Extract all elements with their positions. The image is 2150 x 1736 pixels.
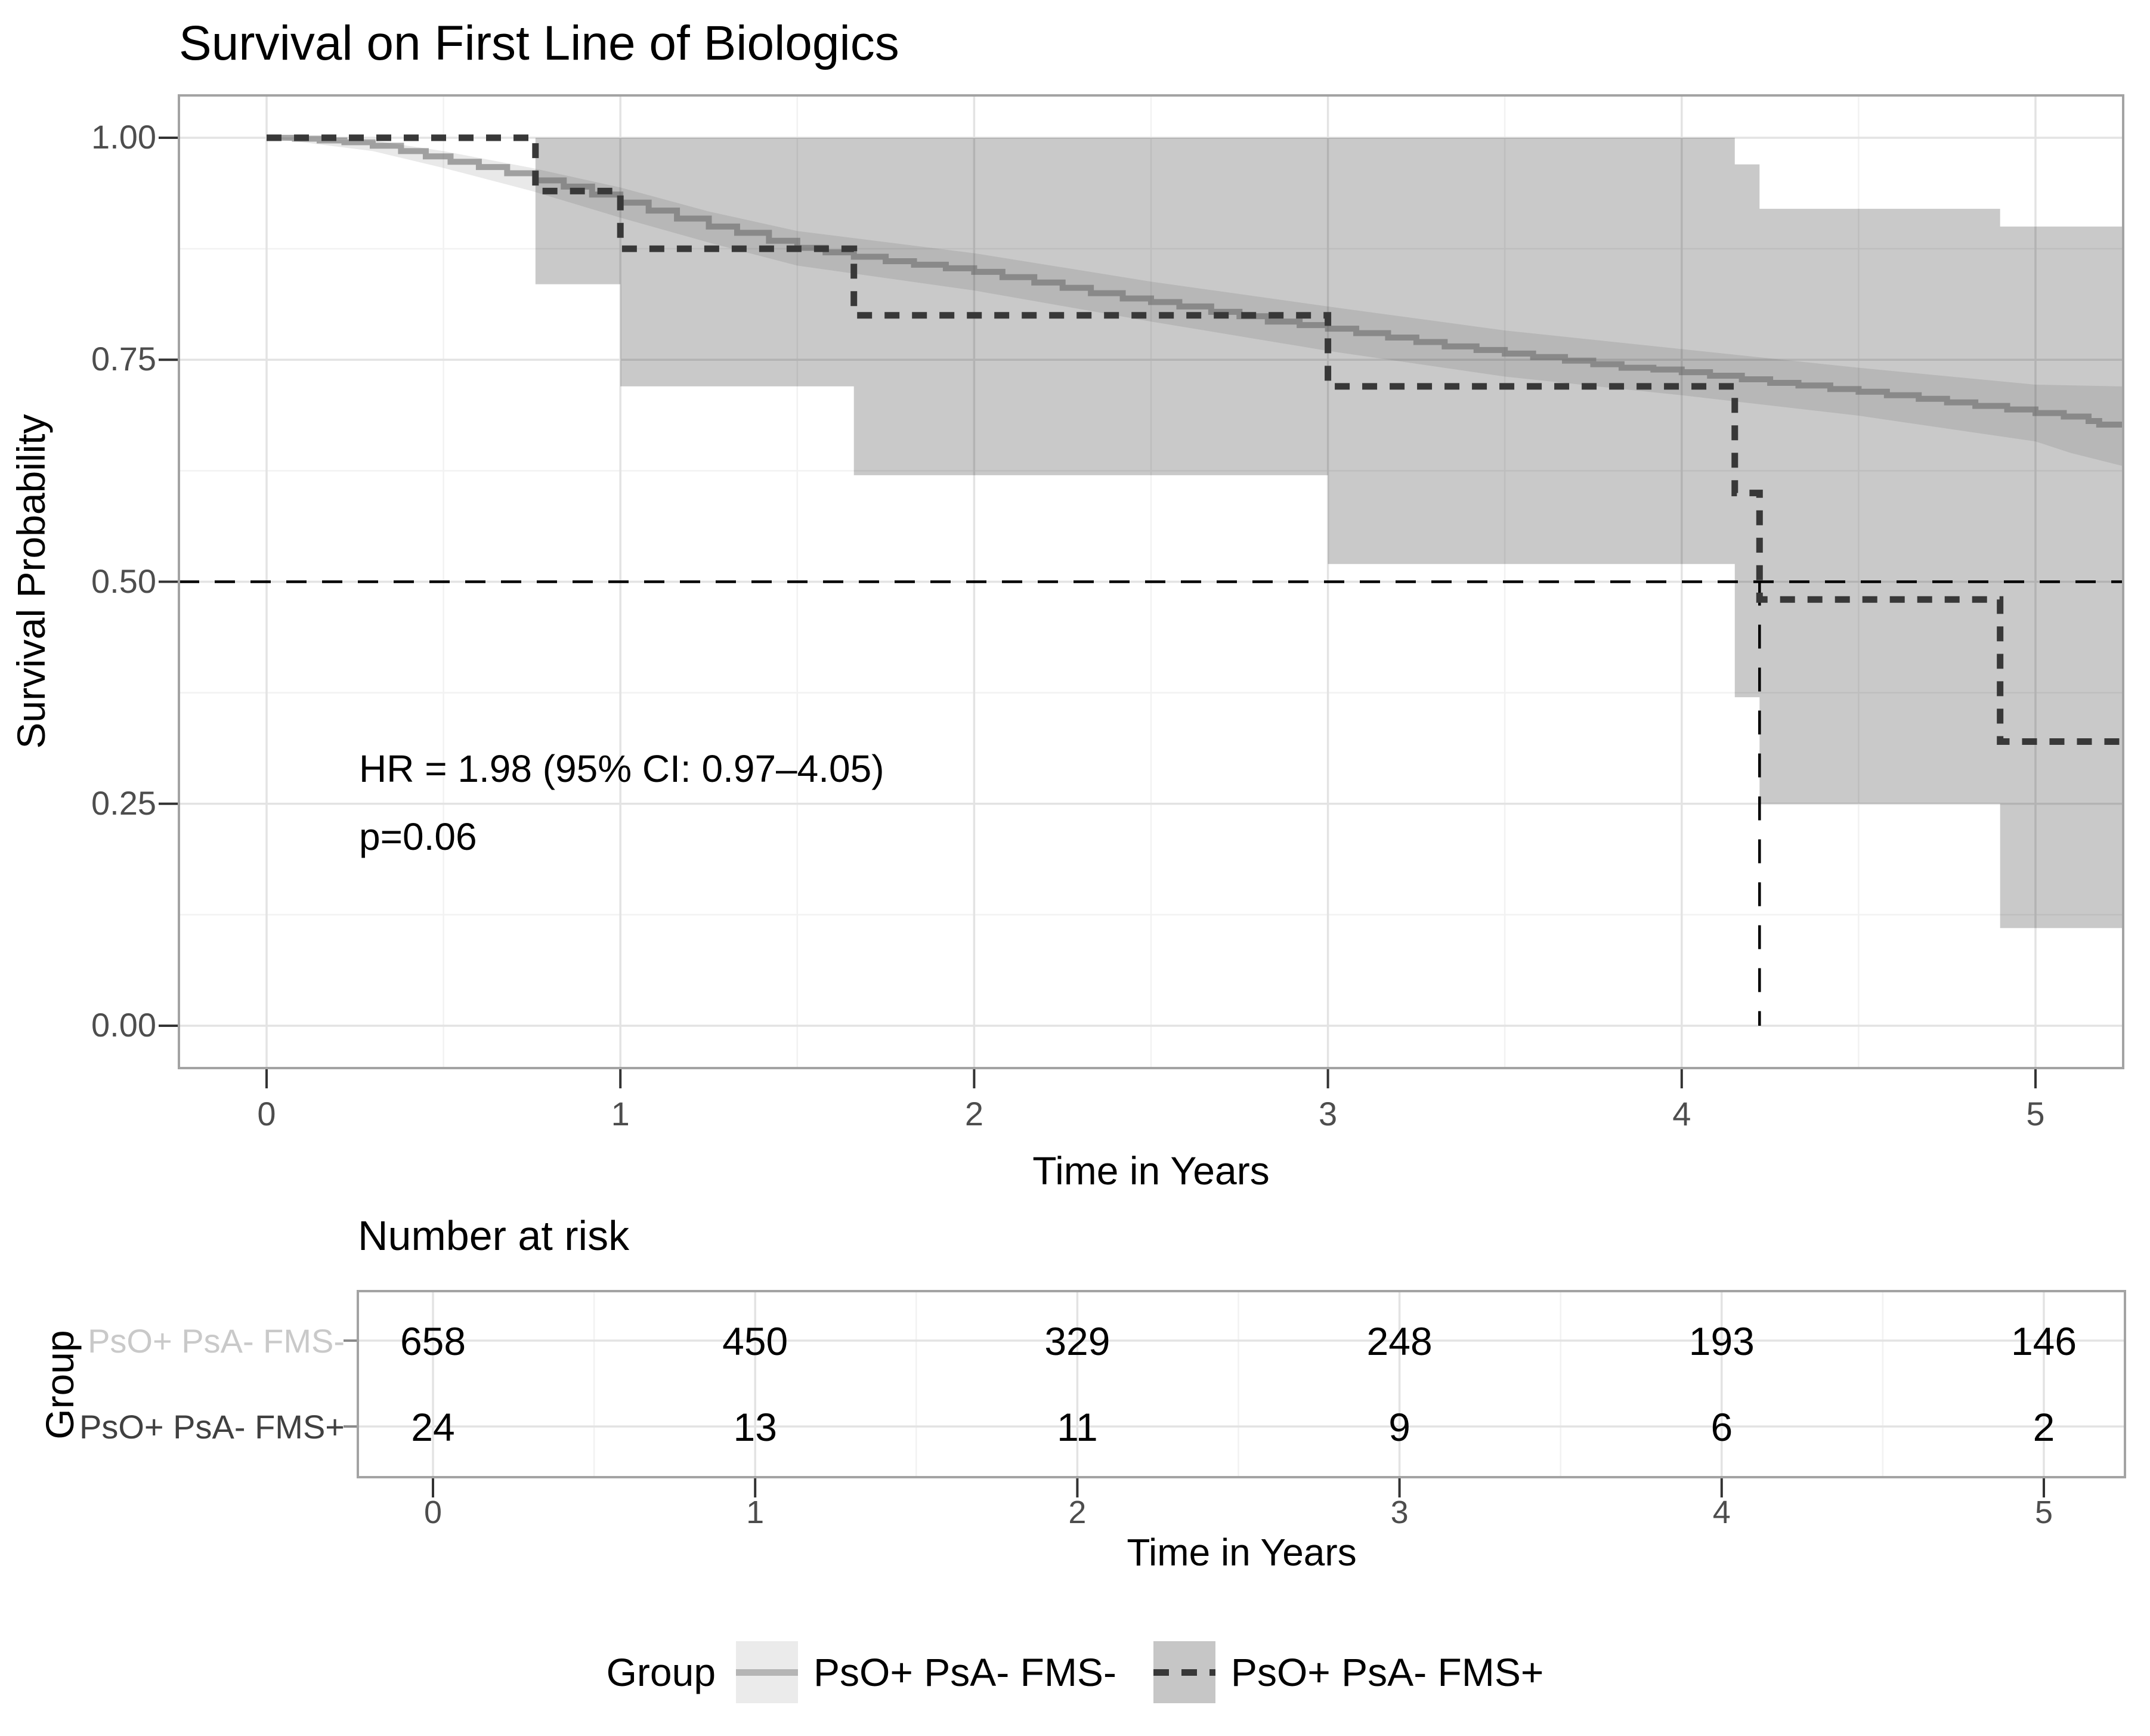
risk-panel-border <box>357 1290 2126 1478</box>
x-tick-label: 0 <box>257 1095 276 1132</box>
legend-title: Group <box>606 1650 716 1694</box>
risk-table-title: Number at risk <box>358 1212 630 1259</box>
risk-x-tick-label: 5 <box>2034 1494 2053 1530</box>
risk-count-value: 450 <box>722 1319 788 1363</box>
risk-row-label-fms-plus: PsO+ PsA- FMS+ <box>79 1408 345 1446</box>
risk-count-value: 146 <box>2011 1319 2077 1363</box>
legend-label-fms-plus: PsO+ PsA- FMS+ <box>1230 1650 1544 1694</box>
km-curve-fms-minus <box>267 135 2123 428</box>
y-tick-label: 0.00 <box>91 1006 156 1044</box>
legend-item-fms-minus: PsO+ PsA- FMS- <box>736 1641 1116 1703</box>
x-tick-label: 3 <box>1319 1095 1338 1132</box>
y-tick-label: 0.25 <box>91 784 156 822</box>
legend-label-fms-minus: PsO+ PsA- FMS- <box>813 1650 1116 1694</box>
solid-line-key-icon <box>736 1641 799 1703</box>
risk-count-value: 193 <box>1689 1319 1755 1363</box>
risk-count-value: 329 <box>1044 1319 1110 1363</box>
ci-band-fms-minus <box>267 138 2123 466</box>
x-tick-label: 5 <box>2026 1095 2045 1132</box>
risk-count-value: 11 <box>1057 1405 1098 1449</box>
risk-x-tick-label: 2 <box>1068 1494 1087 1530</box>
risk-count-value: 6 <box>1710 1405 1733 1449</box>
plot-title: Survival on First Line of Biologics <box>179 16 899 70</box>
axis-tick-marks <box>159 137 2037 1088</box>
risk-x-tick-label: 4 <box>1712 1494 1731 1530</box>
risk-x-tick-label: 0 <box>423 1494 443 1530</box>
risk-count-value: 248 <box>1367 1319 1433 1363</box>
hazard-ratio-annotation: HR = 1.98 (95% CI: 0.97–4.05) p=0.06 <box>359 747 884 859</box>
y-tick-label: 1.00 <box>91 118 156 156</box>
y-tick-label: 0.75 <box>91 340 156 378</box>
x-tick-label: 2 <box>964 1095 983 1132</box>
risk-count-value: 9 <box>1388 1405 1410 1449</box>
main-panel-border <box>178 94 2124 1069</box>
x-tick-label: 1 <box>611 1095 630 1132</box>
risk-x-tick-label: 3 <box>1390 1494 1409 1530</box>
x-tick-label: 4 <box>1672 1095 1691 1132</box>
risk-grid <box>358 1291 2125 1477</box>
risk-count-value: 13 <box>733 1405 777 1449</box>
risk-count-value: 2 <box>2033 1405 2055 1449</box>
hr-text: HR = 1.98 (95% CI: 0.97–4.05) <box>359 747 884 790</box>
p-value-text: p=0.06 <box>359 815 477 858</box>
ci-band-fms-plus <box>535 138 2123 929</box>
x-axis-title-risk: Time in Years <box>1127 1531 1357 1574</box>
dashed-line-key-icon <box>1153 1641 1215 1703</box>
y-tick-label: 0.50 <box>91 562 156 600</box>
km-curves <box>179 134 2123 1026</box>
risk-count-value: 658 <box>400 1319 466 1363</box>
legend-item-fms-plus: PsO+ PsA- FMS+ <box>1153 1641 1543 1703</box>
x-axis-title-main: Time in Years <box>1032 1149 1270 1193</box>
risk-count-value: 24 <box>411 1405 454 1449</box>
km-plot-canvas <box>159 94 2124 1088</box>
risk-table-canvas: 658 450 329 248 193 146 24 13 11 9 6 2 <box>344 1290 2126 1497</box>
risk-row-label-fms-minus: PsO+ PsA- FMS- <box>88 1322 345 1360</box>
km-curve-fms-plus <box>267 134 2123 745</box>
legend: Group PsO+ PsA- FMS- PsO+ PsA- FMS+ <box>0 1641 2150 1703</box>
risk-x-tick-label: 1 <box>746 1494 765 1530</box>
